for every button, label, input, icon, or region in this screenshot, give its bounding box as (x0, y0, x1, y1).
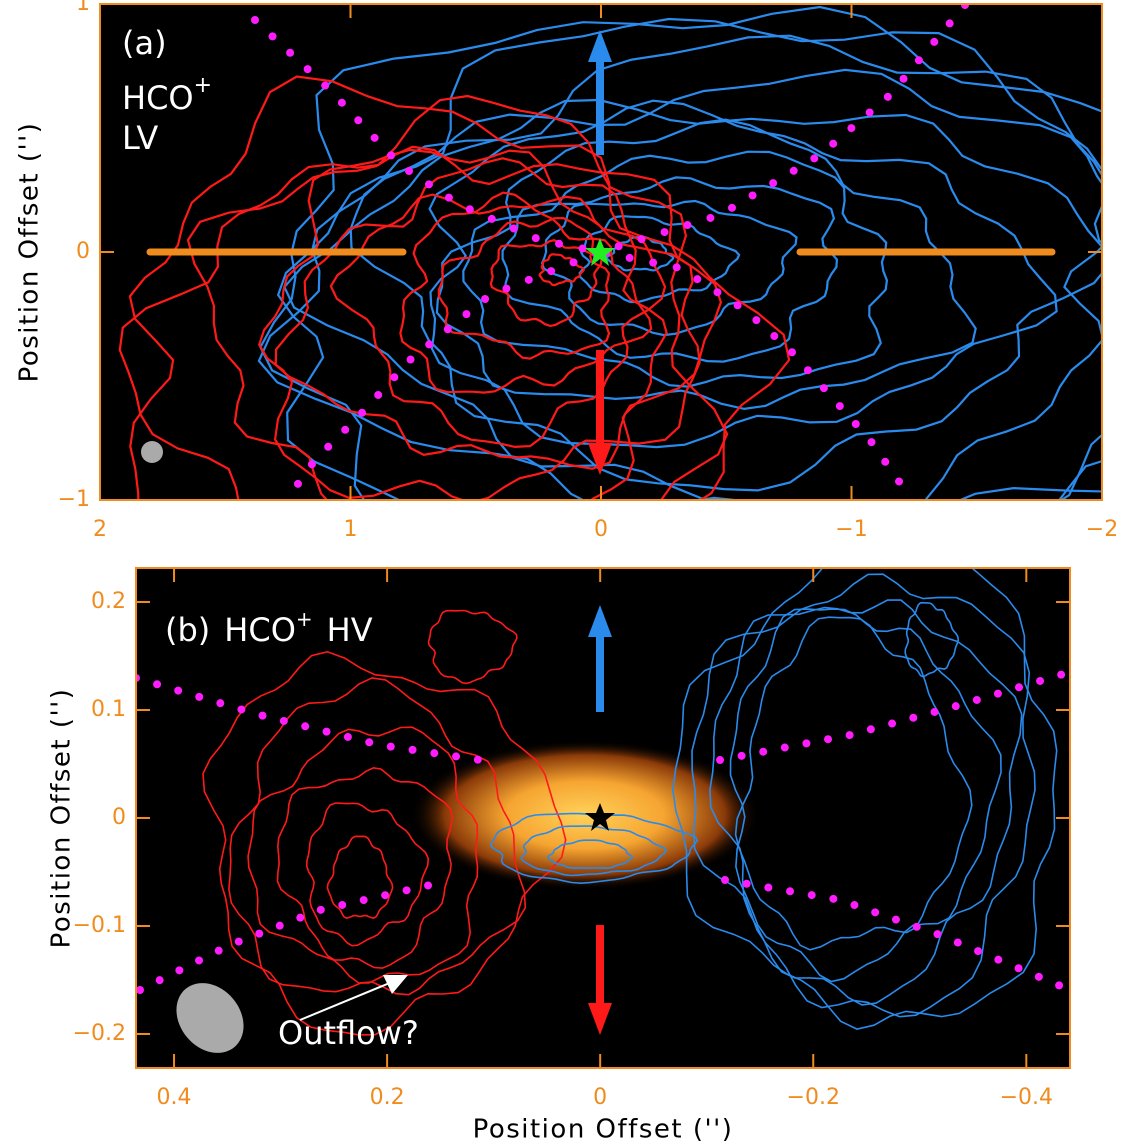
y-tick-label: −0.1 (73, 913, 126, 938)
velocity-label: LV (122, 119, 158, 157)
contour (259, 5, 1102, 500)
contour (501, 176, 839, 363)
contour (437, 216, 611, 360)
y-tick-label: −1 (58, 487, 90, 512)
x-tick-label: −2 (1086, 517, 1118, 542)
contour (257, 34, 1102, 500)
x-tick-label: 0 (593, 1085, 607, 1110)
charge: + (194, 73, 212, 98)
contour (547, 839, 633, 870)
contour (228, 677, 527, 996)
contour (428, 99, 1058, 449)
contour (904, 601, 960, 678)
x-tick-label: 0 (594, 517, 608, 542)
contour (128, 75, 791, 500)
contour (462, 150, 889, 388)
cavity-line (716, 668, 1070, 764)
x-tick-label: −0.4 (1000, 1085, 1053, 1110)
contour (186, 145, 723, 500)
species-label: HCO+ (122, 73, 212, 117)
panel-label-b: (b) HCO+ HV (165, 607, 373, 650)
axes: 2 1 0 −1 −2 −1 0 1 Position Offset ('') 0.4 0.2 0 −0… (15, 0, 1119, 1145)
cavity-line (136, 674, 484, 764)
x-axis-label: Position Offset ('') (473, 1115, 734, 1145)
contour (118, 94, 729, 500)
contour (729, 608, 1002, 983)
contour (257, 148, 701, 500)
arrow-head (588, 1003, 612, 1035)
y-tick-label: 0.1 (91, 697, 126, 722)
continuum-emission (410, 740, 760, 890)
y-tick-label: 1 (76, 0, 90, 16)
y-tick-label: 0 (76, 239, 90, 264)
star (585, 238, 615, 266)
contour (538, 253, 586, 287)
y-tick-label: 0.2 (91, 589, 126, 614)
velocity: HV (327, 611, 373, 649)
cavity-line (251, 16, 909, 494)
contour (202, 650, 567, 1036)
contour (276, 17, 1102, 500)
contour (274, 157, 668, 470)
contour (326, 835, 394, 919)
decorations-a (141, 4, 1056, 499)
contour (490, 812, 699, 885)
y-tick-label: −0.2 (73, 1021, 126, 1046)
contour (489, 239, 603, 328)
beam (141, 441, 163, 463)
arrow-head (588, 443, 612, 475)
contour (520, 825, 668, 877)
x-tick-label: 0.2 (370, 1085, 405, 1110)
panel-label: (b) (165, 611, 210, 649)
contour (399, 191, 653, 394)
panel-label: (a) (122, 24, 167, 62)
x-tick-label: 0.4 (157, 1085, 192, 1110)
contour (427, 609, 518, 685)
charge: + (296, 607, 313, 631)
contour (734, 616, 973, 951)
contour (691, 573, 1036, 1018)
pointer (299, 981, 393, 1021)
species: HCO (224, 611, 296, 649)
annotation: Outflow? (278, 1014, 419, 1052)
arrow-head (588, 30, 612, 62)
star (585, 803, 615, 831)
contour (305, 802, 430, 947)
x-tick-label: −0.2 (787, 1085, 840, 1110)
contour (672, 568, 1058, 1030)
decorations-b (136, 605, 1070, 1053)
x-tick-label: −1 (835, 517, 867, 542)
contours-b (202, 568, 1058, 1036)
contour (247, 726, 479, 984)
x-tick-label: 1 (344, 517, 358, 542)
contour (349, 98, 1102, 492)
contour (329, 193, 667, 449)
species: HCO (122, 79, 194, 117)
y-tick-label: 0 (112, 805, 126, 830)
pointer-head (383, 975, 408, 994)
beam (176, 983, 244, 1053)
contours-a (118, 5, 1102, 500)
contour (709, 599, 1023, 1006)
contour (276, 766, 454, 969)
y-axis-label: Position Offset ('') (47, 688, 77, 949)
y-axis-label: Position Offset ('') (15, 122, 45, 383)
arrow-head (588, 605, 612, 637)
x-tick-label: 2 (93, 517, 107, 542)
